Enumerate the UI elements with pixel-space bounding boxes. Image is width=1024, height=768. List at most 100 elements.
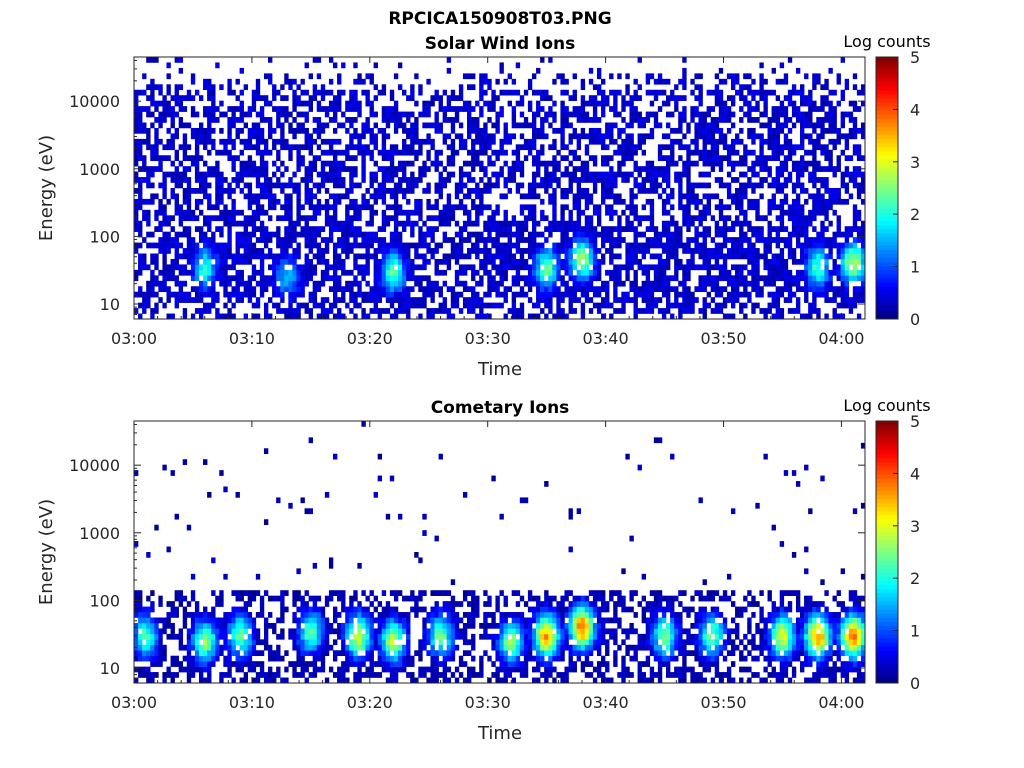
heatmap-cell (678, 127, 683, 134)
heatmap-cell (219, 111, 224, 118)
heatmap-cell (170, 133, 175, 140)
heatmap-cell (406, 291, 411, 298)
heatmap-cell (142, 155, 147, 162)
heatmap-cell (198, 248, 204, 254)
heatmap-cell (726, 127, 732, 134)
heatmap-cell (706, 291, 711, 298)
heatmap-cell (596, 117, 602, 123)
heatmap-cell (268, 280, 273, 287)
heatmap-cell (328, 89, 334, 96)
heatmap-cell (657, 166, 663, 172)
heatmap-cell (706, 209, 711, 216)
heatmap-cell (637, 138, 642, 145)
heatmap-cell (743, 231, 748, 238)
heatmap-cell (292, 117, 297, 123)
heatmap-cell (479, 204, 484, 211)
heatmap-cell (203, 111, 208, 118)
heatmap-cell (402, 297, 407, 303)
heatmap-cell (454, 258, 460, 265)
heatmap-cell (824, 297, 829, 303)
heatmap-cell (682, 117, 687, 123)
heatmap-cell (365, 248, 370, 254)
heatmap-cell (479, 198, 484, 205)
heatmap-cell (666, 220, 671, 227)
heatmap-cell (580, 166, 586, 172)
heatmap-cell (787, 253, 793, 260)
heatmap-cell (146, 297, 151, 303)
heatmap-cell (617, 171, 622, 178)
heatmap-cell (503, 248, 508, 254)
heatmap-cell (251, 291, 257, 298)
heatmap-cell (860, 258, 866, 265)
heatmap-cell (617, 193, 622, 200)
heatmap-cell (580, 313, 586, 320)
heatmap-cell (548, 248, 553, 254)
heatmap-cell (536, 100, 541, 107)
heatmap-cell (324, 198, 330, 205)
heatmap-cell (625, 133, 630, 140)
heatmap-cell (393, 286, 399, 293)
heatmap-cell (718, 106, 724, 112)
heatmap-cell (580, 106, 586, 112)
heatmap-cell (288, 302, 293, 309)
heatmap-cell (649, 89, 655, 96)
heatmap-cell (641, 286, 646, 293)
colorbar-segment (876, 216, 898, 222)
heatmap-cell (702, 171, 707, 178)
heatmap-cell (365, 95, 370, 101)
heatmap-cell (596, 291, 602, 298)
heatmap-cell (767, 264, 772, 271)
heatmap-cell (393, 291, 399, 298)
heatmap-cell (178, 95, 184, 101)
heatmap-cell (150, 198, 155, 205)
heatmap-cell (207, 166, 212, 172)
heatmap-cell (487, 253, 492, 260)
heatmap-cell (511, 275, 517, 282)
heatmap-cell (795, 215, 801, 222)
heatmap-cell (397, 160, 403, 167)
heatmap-cell (389, 204, 395, 211)
heatmap-cell (458, 177, 464, 183)
heatmap-cell (836, 138, 841, 145)
heatmap-cell (487, 280, 492, 287)
heatmap-cell (588, 286, 594, 293)
heatmap-cell (856, 253, 862, 260)
heatmap-cell (377, 188, 383, 194)
heatmap-cell (605, 171, 610, 178)
heatmap-cell (332, 62, 338, 69)
heatmap-cell (763, 155, 768, 162)
heatmap-cell (605, 302, 610, 309)
heatmap-cell (674, 248, 679, 254)
heatmap-cell (601, 258, 606, 265)
heatmap-cell (795, 275, 801, 282)
heatmap-cell (138, 127, 143, 134)
heatmap-cell (739, 171, 744, 178)
heatmap-cell (666, 100, 671, 107)
heatmap-cell (783, 193, 789, 200)
heatmap-cell (645, 286, 651, 293)
heatmap-cell (552, 248, 557, 254)
heatmap-cell (353, 133, 358, 140)
heatmap-cell (592, 242, 598, 249)
heatmap-cell (332, 291, 338, 298)
heatmap-cell (759, 231, 764, 238)
heatmap-cell (345, 248, 350, 254)
heatmap-cell (649, 237, 655, 243)
heatmap-cell (645, 188, 651, 194)
heatmap-cell (783, 275, 789, 282)
heatmap-cell (560, 237, 565, 243)
heatmap-cell (661, 248, 667, 254)
heatmap-cell (572, 226, 577, 232)
heatmap-cell (751, 188, 756, 194)
heatmap-cell (231, 122, 236, 129)
heatmap-cell (743, 144, 748, 151)
heatmap-cell (349, 89, 354, 96)
heatmap-cell (751, 106, 756, 112)
heatmap-cell (483, 127, 488, 134)
heatmap-cell (138, 193, 143, 200)
heatmap-cell (779, 215, 785, 222)
heatmap-cell (621, 297, 626, 303)
heatmap-cell (247, 111, 253, 118)
heatmap-cell (783, 117, 789, 123)
heatmap-cell (706, 248, 711, 254)
